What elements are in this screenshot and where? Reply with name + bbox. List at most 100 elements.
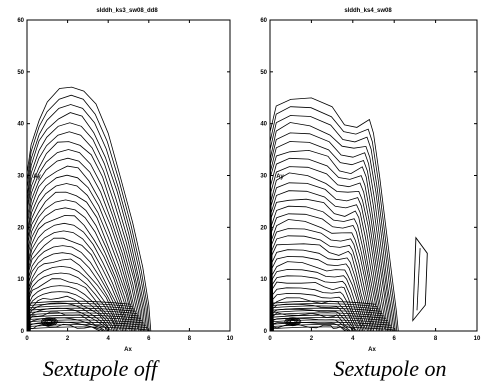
contour-line	[42, 317, 57, 326]
contour-line	[269, 97, 399, 332]
contour-line	[28, 207, 131, 332]
y-tick-label: 40	[260, 122, 267, 128]
contour-line	[271, 256, 368, 332]
contour-line	[269, 305, 380, 310]
contour-line	[269, 307, 382, 312]
contour-line	[269, 324, 393, 328]
contour-line	[28, 222, 128, 332]
contour-line	[27, 174, 137, 332]
contour-line	[27, 122, 146, 332]
contour-line	[284, 317, 302, 327]
y-tick-label: 30	[260, 174, 267, 180]
y-tick-label: 40	[17, 122, 24, 128]
contour-line	[28, 215, 129, 330]
contour-line	[270, 157, 388, 332]
x-axis-label: Ax	[124, 347, 132, 353]
axis-ticks: 0 2 4 6 8 10 0 10 20 30 40 50 60	[260, 18, 481, 342]
contour-line	[269, 317, 388, 321]
x-tick-label: 10	[474, 336, 481, 342]
contour-line	[270, 141, 391, 332]
contour-line	[26, 94, 150, 332]
contour-line	[43, 318, 55, 325]
x-tick-label: 0	[25, 336, 29, 342]
contour-line	[26, 104, 149, 332]
x-tick-label: 2	[66, 336, 70, 342]
x-tick-label: 4	[107, 336, 111, 342]
contour-line	[26, 321, 146, 326]
contour-line	[26, 310, 138, 314]
contour-line	[269, 312, 385, 317]
contour-line	[28, 252, 122, 332]
contour-line	[270, 149, 390, 332]
contour-line	[28, 258, 120, 330]
y-tick-label: 10	[17, 277, 24, 283]
contour-line	[29, 278, 116, 332]
contour-line	[27, 141, 143, 332]
contour-line	[272, 293, 359, 332]
contour-line	[46, 320, 53, 324]
contour-line	[271, 228, 375, 332]
chart-title: slddh_ks4_sw08	[344, 8, 392, 14]
contour-line	[271, 235, 373, 332]
contour-line	[270, 166, 387, 332]
contour-line	[269, 303, 378, 307]
contour-line	[28, 199, 132, 332]
contour-line	[28, 230, 126, 332]
contour-line	[273, 322, 350, 332]
x-tick-label: 8	[188, 336, 192, 342]
contour-line	[26, 112, 147, 331]
contour-line	[269, 300, 377, 305]
contour-line	[29, 285, 115, 332]
contour-line	[271, 249, 370, 332]
y-tick-label: 10	[260, 277, 267, 283]
contour-line	[26, 326, 149, 331]
contour-line	[270, 172, 385, 331]
contour-line	[26, 312, 140, 317]
contour-line	[26, 324, 148, 328]
contour-lines	[26, 86, 152, 332]
contour-line	[287, 318, 299, 325]
chart-caption: Sextupole on	[333, 356, 446, 381]
contour-line	[271, 243, 371, 332]
contour-line	[269, 319, 390, 324]
y-tick-label: 20	[17, 225, 24, 231]
contour-line	[27, 183, 135, 332]
contour-line	[270, 182, 384, 332]
contour-line	[26, 317, 143, 321]
y-axis-label: Ay	[33, 174, 41, 180]
y-axis-label: Ay	[276, 174, 284, 180]
contour-lines	[269, 97, 428, 332]
contour-line	[269, 122, 395, 331]
x-tick-label: 10	[227, 336, 234, 342]
chart-panel-sextupole-off: slddh_ks3_sw08_dd8 0 2 4 6 8 100102030405060 …	[17, 8, 234, 381]
contour-line	[26, 305, 135, 310]
contour-line	[285, 317, 300, 326]
contour-line	[28, 265, 119, 332]
contour-island	[416, 248, 421, 311]
contour-line	[26, 303, 133, 307]
contour-line	[269, 310, 383, 314]
contour-line	[271, 213, 378, 332]
contour-line	[271, 219, 376, 330]
x-tick-label: 6	[147, 336, 151, 342]
contour-line	[27, 157, 140, 332]
y-tick-label: 60	[260, 18, 267, 24]
contour-line	[30, 323, 102, 332]
contour-line	[269, 106, 398, 332]
contour-line	[270, 198, 381, 332]
x-tick-label: 4	[351, 336, 355, 342]
contour-line	[27, 165, 138, 331]
contour-line	[269, 115, 396, 332]
contour-line	[29, 272, 118, 332]
y-tick-label: 0	[264, 329, 268, 335]
contour-line	[269, 321, 391, 326]
chart-caption: Sextupole off	[43, 356, 160, 381]
contour-line	[269, 314, 386, 319]
contour-line	[27, 149, 141, 332]
contour-line	[269, 326, 395, 331]
y-tick-label: 30	[17, 174, 24, 180]
chart-panel-sextupole-on: slddh_ks4_sw08 0 2 4 6 8 10 0 10 20 30 40 50 60 Ax A…	[260, 8, 481, 381]
contour-line	[26, 314, 141, 319]
contour-line	[27, 191, 134, 332]
